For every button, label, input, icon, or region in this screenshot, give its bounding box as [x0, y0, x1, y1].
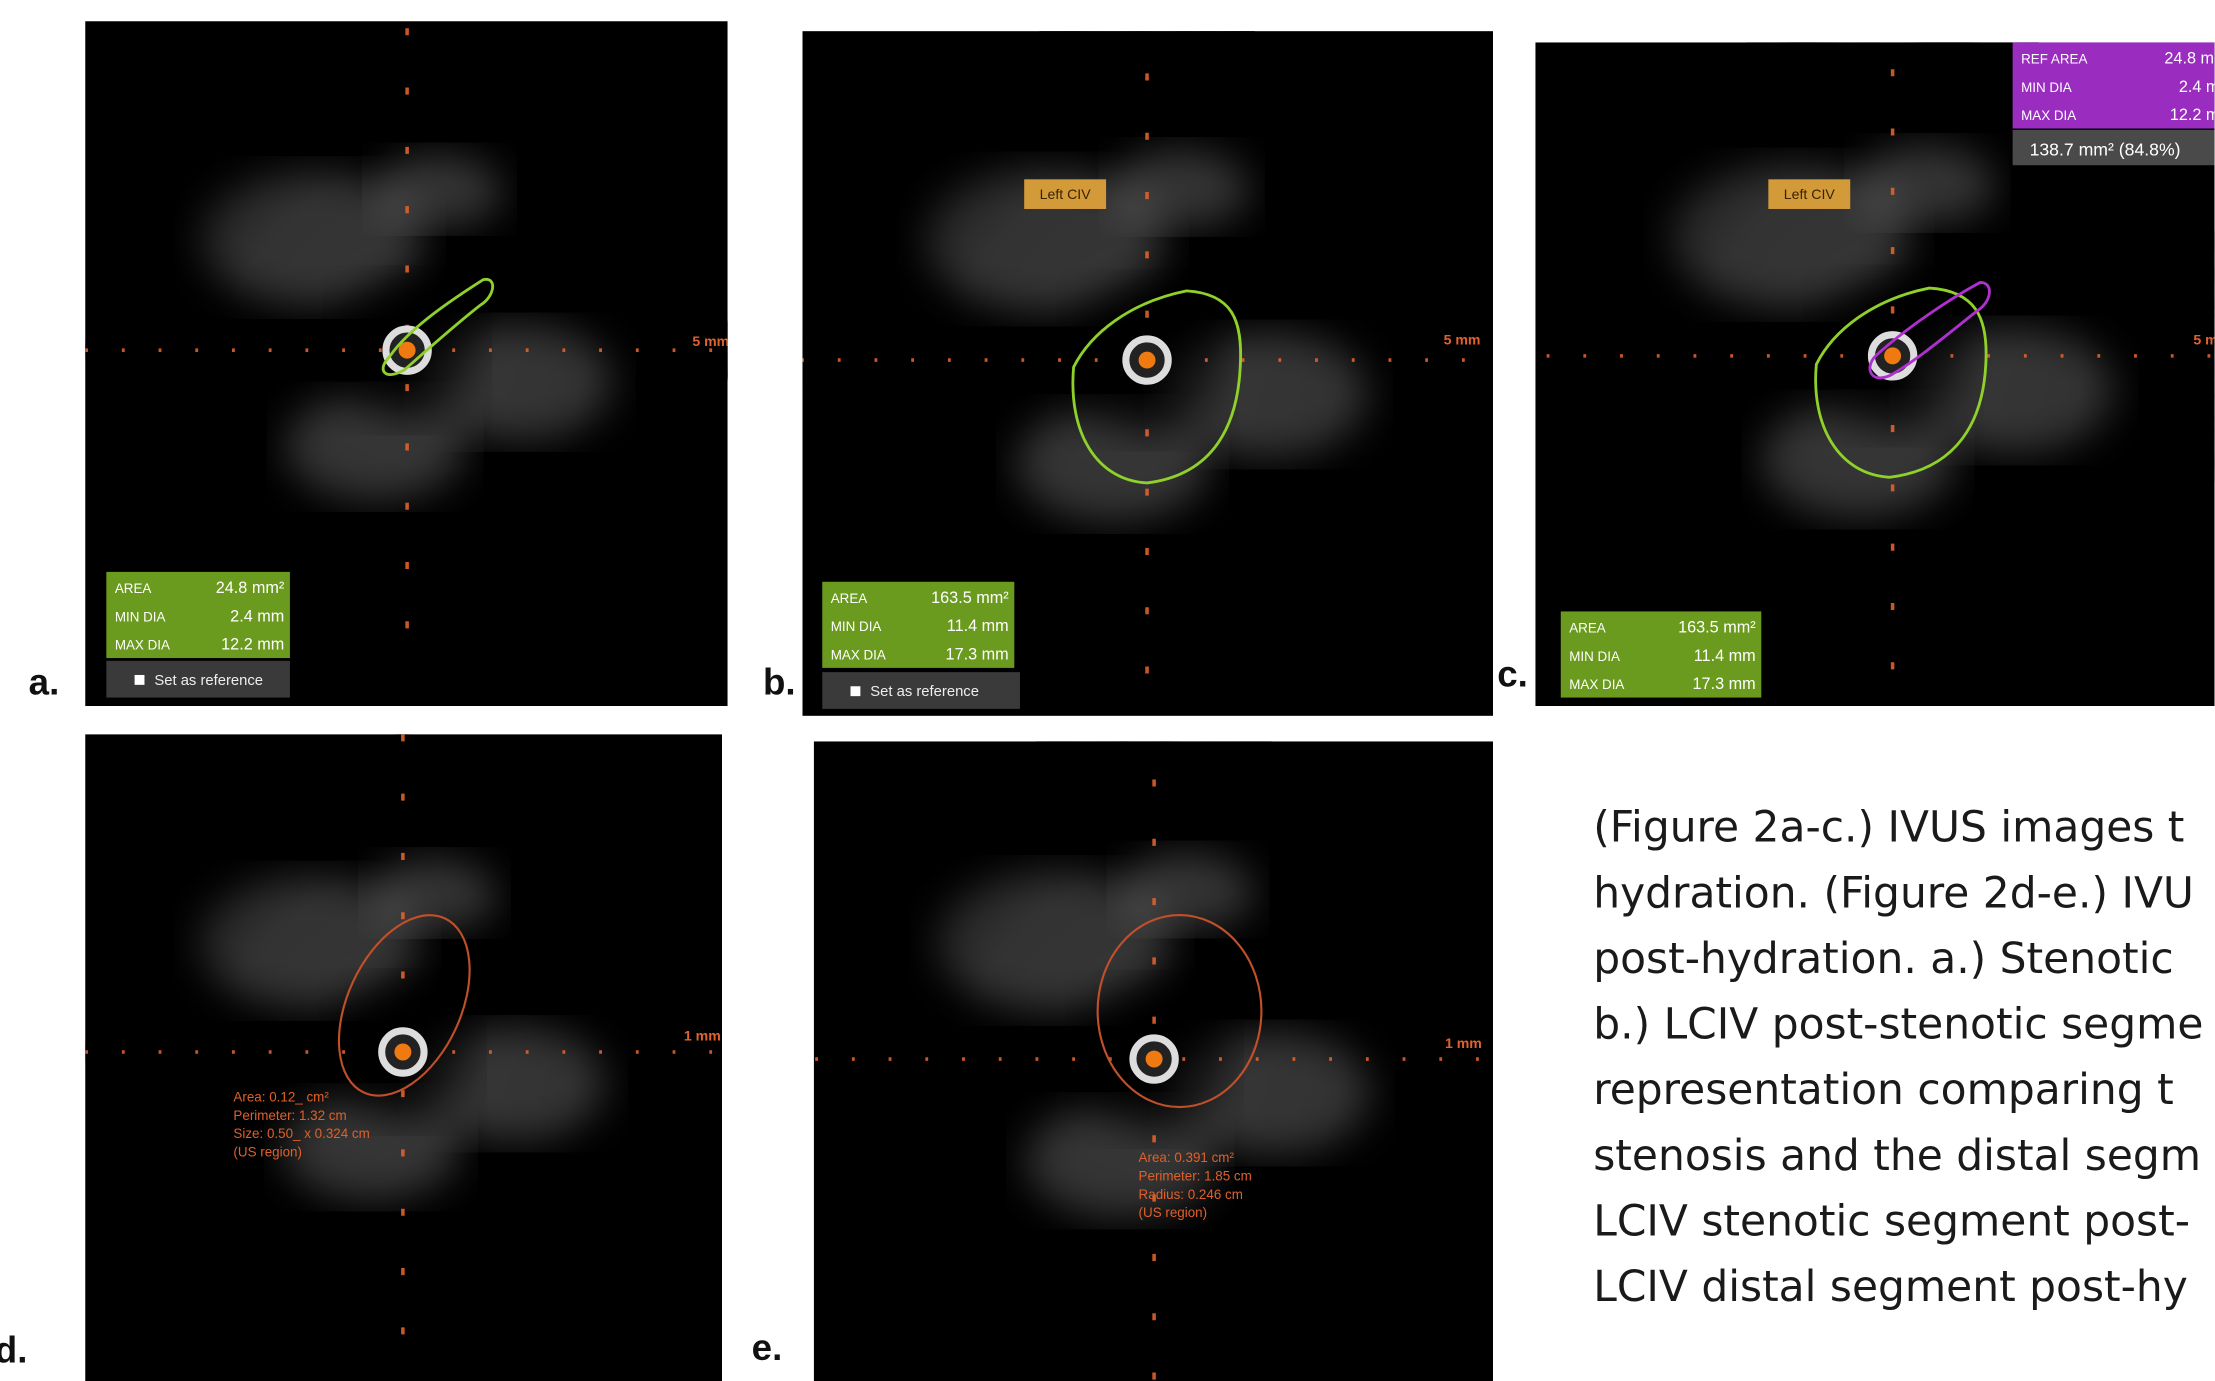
measurements-name: AREA	[115, 581, 152, 596]
vessel-tag: Left CIV	[1040, 186, 1092, 202]
reference-button-label[interactable]: Set as reference	[154, 673, 263, 689]
ivus-panel: 1 mm Area: 0.12_ cm² Perimeter: 1.32 cm Siz…	[0, 734, 722, 1381]
measurements-value: 163.5 mm²	[931, 589, 1009, 607]
annotation: Area: 0.12_ cm²	[233, 1089, 329, 1104]
panel-body: 5 mm Left CIV AREA 163.5 mm² MIN DIA 11.4 mm M…	[801, 14, 1493, 716]
vessel-tag: Left CIV	[1784, 186, 1836, 202]
figure: 5 mm AREA 24.8 mm² MIN DIA 2.4 mm MAX DIA 12.2…	[0, 0, 2215, 1381]
measurements-name: MIN DIA	[831, 619, 882, 634]
caption-line: representation comparing t	[1593, 1065, 2173, 1114]
reference-button-label[interactable]: Set as reference	[870, 684, 979, 700]
reference-name: MAX DIA	[2021, 108, 2076, 123]
measurements-name: MAX DIA	[115, 638, 170, 653]
measurements-name: MIN DIA	[115, 609, 166, 624]
caption-line: b.) LCIV post-stenotic segme	[1593, 1000, 2203, 1049]
annotation: Perimeter: 1.85 cm	[1139, 1168, 1252, 1183]
lock-icon	[135, 675, 145, 685]
reference-value: 12.2 mm	[2170, 106, 2215, 124]
panel-label: a.	[29, 662, 60, 703]
annotation: Radius: 0.246 cm	[1139, 1187, 1243, 1202]
panel-label: c.	[1497, 653, 1528, 694]
measurements-value: 12.2 mm	[221, 636, 284, 654]
reference-name: MIN DIA	[2021, 80, 2072, 95]
catheter-dot	[1146, 1051, 1163, 1068]
panel-label: b.	[763, 662, 796, 703]
measurements-name: AREA	[831, 591, 868, 606]
scale-label: 1 mm	[1445, 1035, 1482, 1051]
panel-body: 1 mm Area: 0.12_ cm² Perimeter: 1.32 cm Siz…	[85, 734, 722, 1381]
scale-label: 5 mm	[2193, 332, 2215, 348]
caption-line: LCIV distal segment post-hy	[1593, 1262, 2188, 1311]
ivus-panel: 5 mm AREA 24.8 mm² MIN DIA 2.4 mm MAX DIA 12.2…	[29, 21, 730, 706]
caption-line: (Figure 2a-c.) IVUS images t	[1593, 803, 2184, 852]
page: { "panels": [ {"label": "a.", "scale": "…	[0, 0, 2215, 1381]
measurements-value: 17.3 mm	[1693, 675, 1756, 693]
panel-label: d.	[0, 1330, 27, 1371]
caption-line: post-hydration. a.) Stenotic	[1593, 934, 2173, 983]
catheter-dot	[394, 1044, 411, 1061]
comparison: 138.7 mm² (84.8%)	[2030, 139, 2181, 159]
scale-label: 1 mm	[684, 1028, 721, 1044]
measurements-value: 11.4 mm	[1694, 647, 1756, 665]
scale-label: 5 mm	[692, 333, 729, 349]
measurements-value: 163.5 mm²	[1678, 619, 1756, 637]
annotation: Perimeter: 1.32 cm	[233, 1108, 346, 1123]
caption-line: stenosis and the distal segm	[1593, 1131, 2201, 1180]
annotation: Area: 0.391 cm²	[1139, 1150, 1235, 1165]
reference-value: 24.8 mm²	[2164, 50, 2215, 68]
catheter-dot	[1139, 352, 1156, 369]
ivus-panel: 5 mm Left CIV AREA 163.5 mm² MIN DIA 11.4 mm M…	[1497, 10, 2215, 706]
measurements-name: MAX DIA	[831, 647, 886, 662]
annotation: (US region)	[233, 1144, 302, 1159]
panel-body: 5 mm Left CIV AREA 163.5 mm² MIN DIA 11.4 mm M…	[1535, 10, 2215, 706]
catheter-dot	[1884, 347, 1901, 364]
measurements-value: 17.3 mm	[946, 645, 1009, 663]
ivus-panel: 1 mm Area: 0.391 cm² Perimeter: 1.85 cm Rad…	[752, 720, 1493, 1381]
measurements-name: MIN DIA	[1569, 649, 1620, 664]
measurements-value: 11.4 mm	[947, 617, 1009, 635]
measurements-name: MAX DIA	[1569, 677, 1624, 692]
lock-icon	[851, 686, 861, 696]
scale-label: 5 mm	[1444, 332, 1481, 348]
measurements-name: AREA	[1569, 621, 1606, 636]
measurements-value: 24.8 mm²	[216, 579, 285, 597]
caption-line: hydration. (Figure 2d-e.) IVU	[1593, 868, 2194, 917]
measurements-value: 2.4 mm	[230, 607, 284, 625]
ivus-panel: 5 mm Left CIV AREA 163.5 mm² MIN DIA 11.4 mm M…	[763, 14, 1493, 716]
annotation: (US region)	[1139, 1205, 1208, 1220]
panel-body: 1 mm Area: 0.391 cm² Perimeter: 1.85 cm Rad…	[814, 720, 1493, 1381]
reference-value: 2.4 mm	[2179, 78, 2215, 96]
caption-line: LCIV stenotic segment post-	[1593, 1197, 2190, 1246]
panel-label: e.	[752, 1327, 783, 1368]
reference-name: REF AREA	[2021, 52, 2087, 67]
panel-body: 5 mm AREA 24.8 mm² MIN DIA 2.4 mm MAX DIA 12.2…	[85, 21, 729, 706]
annotation: Size: 0.50_ x 0.324 cm	[233, 1126, 369, 1141]
